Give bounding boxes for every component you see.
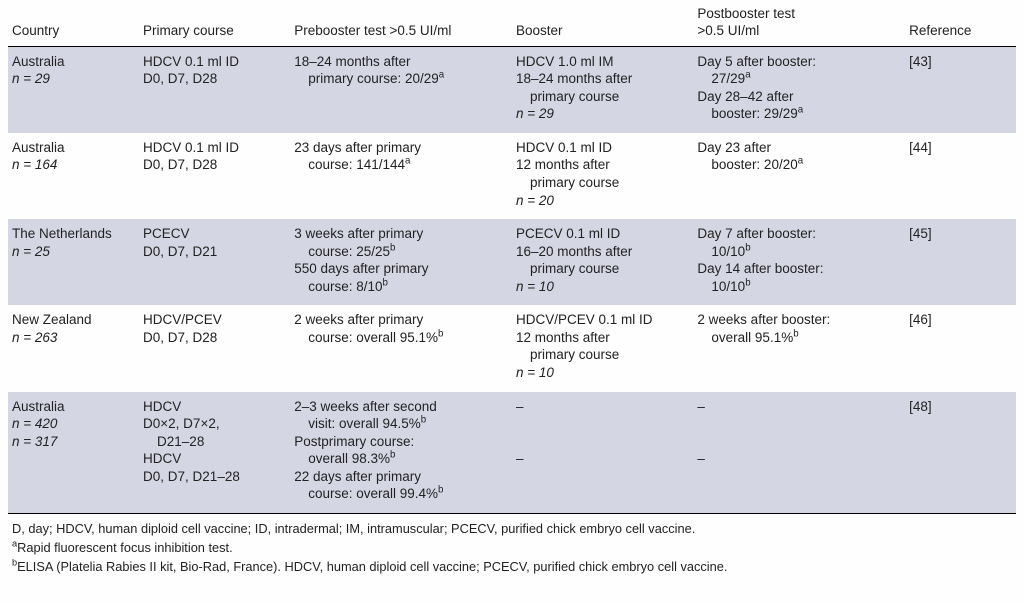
col-header-primary: Primary course	[139, 2, 290, 46]
header-row: Country Primary course Prebooster test >…	[8, 2, 1016, 46]
cell-prebooster: 2 weeks after primary course: overall 95…	[290, 305, 512, 391]
cell-booster: PCECV 0.1 ml ID 16–20 months after prima…	[512, 219, 693, 305]
table-row: Australia n = 420 n = 317 HDCV D0×2, D7×…	[8, 392, 1016, 514]
cell-primary: HDCV 0.1 ml ID D0, D7, D28	[139, 133, 290, 219]
cell-booster: HDCV 1.0 ml IM 18–24 months after primar…	[512, 46, 693, 133]
cell-reference: [43]	[905, 46, 1016, 133]
cell-reference: [44]	[905, 133, 1016, 219]
cell-postbooster: Day 5 after booster: 27/29a Day 28–42 af…	[693, 46, 905, 133]
footnote-a: aRapid fluorescent focus inhibition test…	[12, 539, 1012, 556]
cell-postbooster: – –	[693, 392, 905, 514]
cell-country: The Netherlands n = 25	[8, 219, 139, 305]
footnote-abbrev: D, day; HDCV, human diploid cell vaccine…	[12, 520, 1012, 537]
cell-primary: HDCV D0×2, D7×2, D21–28 HDCV D0, D7, D21…	[139, 392, 290, 514]
data-table: Country Primary course Prebooster test >…	[8, 2, 1016, 514]
cell-prebooster: 3 weeks after primary course: 25/25b 550…	[290, 219, 512, 305]
cell-primary: HDCV 0.1 ml ID D0, D7, D28	[139, 46, 290, 133]
cell-booster: – –	[512, 392, 693, 514]
table-row: The Netherlands n = 25 PCECV D0, D7, D21…	[8, 219, 1016, 305]
cell-reference: [48]	[905, 392, 1016, 514]
cell-prebooster: 2–3 weeks after second visit: overall 94…	[290, 392, 512, 514]
cell-postbooster: Day 23 after booster: 20/20a	[693, 133, 905, 219]
footnotes: D, day; HDCV, human diploid cell vaccine…	[8, 514, 1016, 576]
cell-primary: PCECV D0, D7, D21	[139, 219, 290, 305]
col-header-booster: Booster	[512, 2, 693, 46]
col-header-prebooster: Prebooster test >0.5 UI/ml	[290, 2, 512, 46]
cell-postbooster: Day 7 after booster: 10/10b Day 14 after…	[693, 219, 905, 305]
cell-country: New Zealand n = 263	[8, 305, 139, 391]
table-row: New Zealand n = 263 HDCV/PCEV D0, D7, D2…	[8, 305, 1016, 391]
cell-reference: [45]	[905, 219, 1016, 305]
table-row: Australia n = 29 HDCV 0.1 ml ID D0, D7, …	[8, 46, 1016, 133]
col-header-country: Country	[8, 2, 139, 46]
cell-booster: HDCV/PCEV 0.1 ml ID 12 months after prim…	[512, 305, 693, 391]
cell-booster: HDCV 0.1 ml ID 12 months after primary c…	[512, 133, 693, 219]
col-header-postbooster: Postbooster test >0.5 UI/ml	[693, 2, 905, 46]
cell-country: Australia n = 29	[8, 46, 139, 133]
cell-postbooster: 2 weeks after booster: overall 95.1%b	[693, 305, 905, 391]
cell-reference: [46]	[905, 305, 1016, 391]
cell-primary: HDCV/PCEV D0, D7, D28	[139, 305, 290, 391]
cell-prebooster: 18–24 months after primary course: 20/29…	[290, 46, 512, 133]
cell-prebooster: 23 days after primary course: 141/144a	[290, 133, 512, 219]
page-root: Country Primary course Prebooster test >…	[0, 0, 1024, 603]
cell-country: Australia n = 164	[8, 133, 139, 219]
footnote-b: bELISA (Platelia Rabies II kit, Bio-Rad,…	[12, 558, 1012, 575]
table-row: Australia n = 164 HDCV 0.1 ml ID D0, D7,…	[8, 133, 1016, 219]
col-header-reference: Reference	[905, 2, 1016, 46]
cell-country: Australia n = 420 n = 317	[8, 392, 139, 514]
